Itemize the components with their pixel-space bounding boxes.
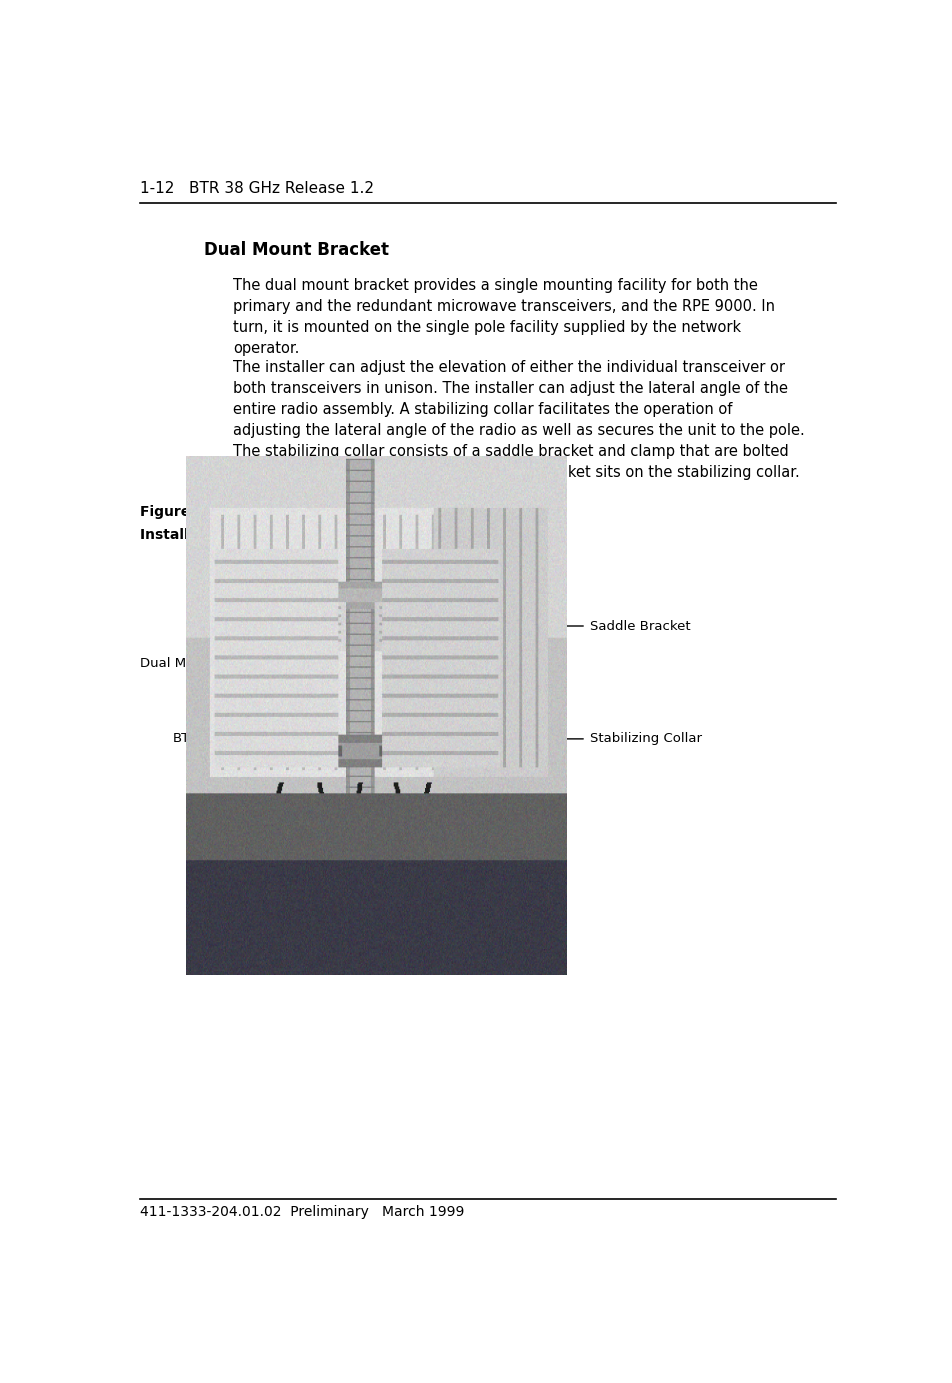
Text: Installed Dual Mount Bracket with Transceivers: Installed Dual Mount Bracket with Transc… (140, 528, 510, 542)
Text: Dual Mount Bracket: Dual Mount Bracket (204, 241, 388, 259)
Text: Dual Mount Bracket: Dual Mount Bracket (140, 657, 271, 669)
Text: BTR: BTR (173, 733, 199, 745)
Text: Saddle Bracket: Saddle Bracket (589, 620, 690, 632)
Text: Figure 1-2: Figure 1-2 (140, 505, 220, 519)
Text: 1-12   BTR 38 GHz Release 1.2: 1-12 BTR 38 GHz Release 1.2 (140, 181, 373, 196)
Text: The dual mount bracket provides a single mounting facility for both the
primary : The dual mount bracket provides a single… (233, 278, 775, 355)
Text: Stabilizing Collar: Stabilizing Collar (589, 733, 702, 745)
Text: 411-1333-204.01.02  Preliminary   March 1999: 411-1333-204.01.02 Preliminary March 199… (140, 1206, 464, 1220)
Text: The installer can adjust the elevation of either the individual transceiver or
b: The installer can adjust the elevation o… (233, 360, 805, 480)
